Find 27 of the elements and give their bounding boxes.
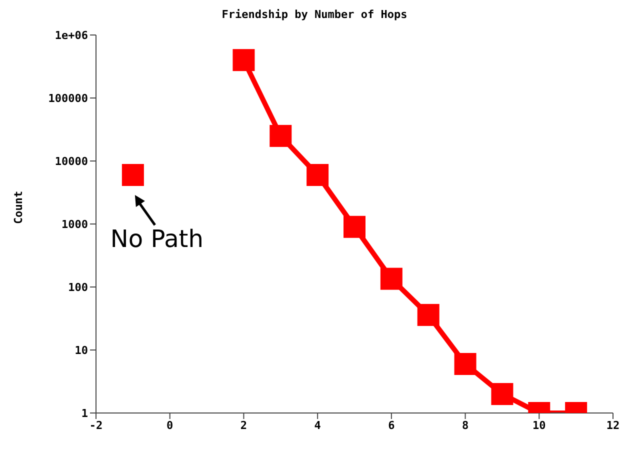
- y-axis-title: Count: [12, 190, 25, 224]
- y-tick-label: 10: [74, 344, 88, 357]
- y-tick-label: 100: [68, 280, 88, 294]
- chart-title: Friendship by Number of Hops: [220, 8, 408, 21]
- y-tick-label: 1000: [62, 218, 88, 231]
- y-tick-label: 10000: [54, 154, 88, 168]
- point: [380, 268, 402, 290]
- annotation: No Path: [110, 224, 204, 253]
- point: [344, 216, 366, 238]
- x-tick-label: 4: [314, 418, 322, 432]
- y-tick-label: 100000: [48, 92, 88, 105]
- x-tick-label: 6: [388, 418, 396, 432]
- x-tick-label: 8: [462, 418, 469, 432]
- point: [122, 164, 144, 186]
- x-tick-label: 0: [166, 418, 174, 432]
- x-tick-label: 12: [606, 418, 620, 432]
- point: [417, 304, 440, 326]
- point: [306, 164, 329, 186]
- x-tick-label: 10: [532, 418, 546, 432]
- y-tick-label: 1: [81, 406, 88, 420]
- point: [491, 383, 514, 406]
- x-tick-label: -2: [89, 418, 103, 432]
- point: [454, 352, 476, 375]
- y-tick-label: 1e+06: [54, 28, 88, 42]
- point: [232, 49, 255, 72]
- x-tick-label: 2: [240, 418, 248, 432]
- point: [270, 124, 292, 147]
